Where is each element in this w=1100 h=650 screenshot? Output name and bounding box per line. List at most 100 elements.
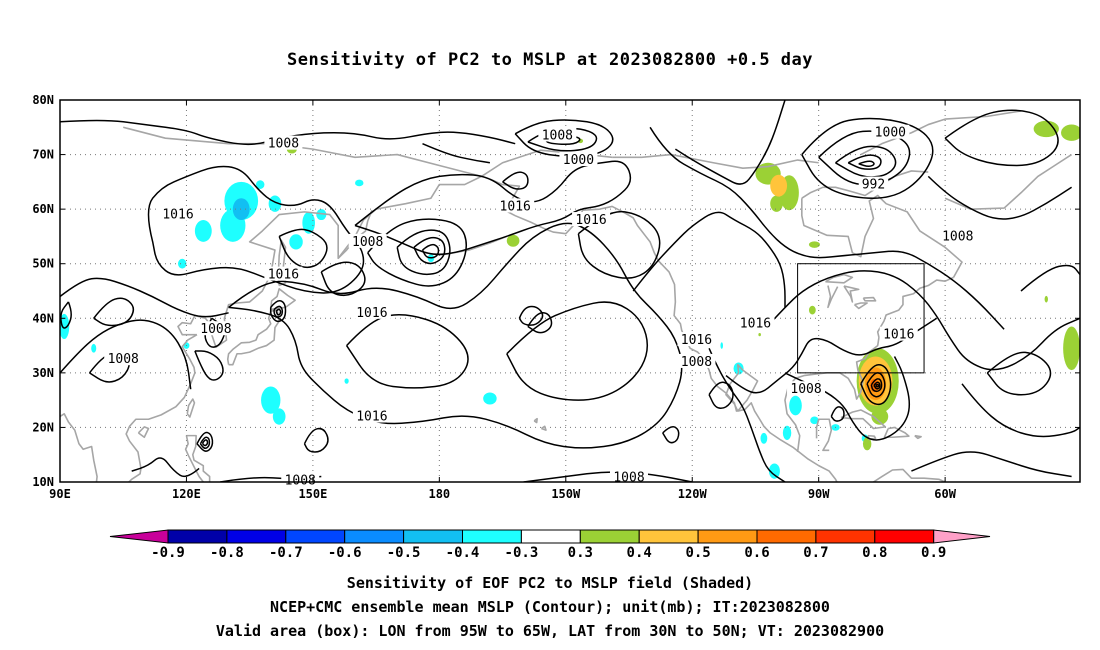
mslp-contour: [278, 228, 328, 269]
coastline-segment: [137, 426, 150, 439]
sensitivity-patch: [760, 432, 768, 444]
mslp-contour: [421, 243, 440, 259]
contour-label-bg: [104, 351, 143, 366]
mslp-contour: [303, 427, 329, 453]
coastline-segment: [533, 417, 538, 424]
sensitivity-patch: [272, 408, 286, 425]
contour-label-bg: [572, 212, 611, 227]
colorbar-label: 0.5: [685, 545, 710, 561]
colorbar-label: -0.8: [210, 545, 244, 561]
contour-label: 1016: [575, 213, 606, 228]
contour-label-bg: [938, 228, 977, 243]
contour-label: 1008: [285, 473, 316, 488]
coastline-segment: [883, 426, 910, 439]
contour-label-bg: [559, 152, 598, 167]
contour-label: 1008: [942, 229, 973, 244]
lat-tick-label: 40N: [32, 311, 54, 325]
mslp-contour: [847, 154, 882, 170]
mslp-contour: [708, 347, 786, 482]
colorbar: -0.9 -0.8 -0.7 -0.6 -0.5 -0.4 -0.3 0.3 0.4 0.5 0.6…: [109, 529, 991, 561]
contour-label-bg: [677, 332, 716, 347]
mslp-contour: [784, 356, 911, 441]
contour-label-bg: [159, 206, 198, 221]
mslp-contour: [518, 305, 544, 326]
mslp-contour: [830, 406, 845, 422]
coastline-segment: [862, 296, 877, 302]
lon-tick-label: 120W: [678, 487, 708, 501]
contour-label: 1008: [268, 137, 299, 152]
contour-label-bg: [352, 304, 391, 319]
mslp-contour: [396, 229, 451, 276]
colorbar-label: 0.9: [921, 545, 946, 561]
coastline-segment: [184, 434, 211, 482]
colorbar-label: 0.6: [744, 545, 769, 561]
sensitivity-patch: [1044, 295, 1048, 303]
lat-tick-label: 20N: [32, 420, 54, 434]
sensitivity-patch: [483, 392, 497, 405]
lon-tick-label: 150W: [551, 487, 581, 501]
coastline-segment: [815, 418, 833, 452]
lat-tick-label: 10N: [32, 475, 54, 489]
mslp-contour: [60, 319, 192, 390]
contour-label-bg: [858, 176, 889, 191]
contour-label: 1016: [740, 317, 771, 332]
colorbar-label: -0.6: [328, 545, 362, 561]
sensitivity-patch: [194, 220, 212, 242]
contour-label-bg: [871, 124, 910, 139]
colorbar-bin: [520, 529, 581, 544]
contour-label-bg: [736, 315, 775, 330]
mslp-contour: [506, 301, 649, 401]
contour-label: 1008: [613, 471, 644, 486]
lat-tick-label: 60N: [32, 202, 54, 216]
sensitivity-patch: [268, 195, 282, 212]
sensitivity-patch: [1033, 120, 1059, 138]
lat-tick-label: 30N: [32, 366, 54, 380]
coastline-segment: [612, 153, 819, 170]
caption-line-3: Valid area (box): LON from 95W to 65W, L…: [215, 622, 885, 640]
coastline-segment: [944, 153, 1073, 210]
mslp-contour: [944, 109, 1059, 167]
mslp-contour: [60, 301, 72, 329]
contour-label: 1016: [268, 268, 299, 283]
contour-label-bg: [348, 233, 387, 248]
lon-tick-label: 60W: [934, 487, 956, 501]
contour-label-bg: [610, 469, 649, 484]
colorbar-bin: [756, 529, 817, 544]
contour-label-bg: [496, 198, 535, 213]
colorbar-bin: [167, 529, 228, 544]
colorbar-label: 0.3: [568, 545, 593, 561]
mslp-contour: [632, 211, 786, 308]
colorbar-label: -0.9: [151, 545, 185, 561]
sensitivity-patch: [232, 198, 250, 221]
mslp-contour: [131, 457, 200, 478]
coastline-segment: [186, 398, 196, 418]
mslp-contour: [60, 119, 516, 146]
mslp-contour: [199, 436, 211, 449]
colorbar-label: -0.7: [269, 545, 303, 561]
mslp-contour: [527, 312, 553, 334]
sensitivity-patch: [316, 209, 327, 221]
coastline-segment: [825, 273, 854, 284]
mslp-contour: [273, 305, 284, 318]
contour-label: 1008: [200, 322, 231, 337]
mslp-contour: [674, 100, 786, 185]
mslp-contour: [523, 471, 693, 482]
coastline-segment: [840, 409, 887, 430]
colorbar-bin: [403, 529, 464, 544]
lat-tick-label: 70N: [32, 148, 54, 162]
contour-label: 1016: [681, 333, 712, 348]
mslp-contour: [269, 300, 287, 323]
sensitivity-patch: [506, 234, 520, 247]
mslp-contour: [196, 431, 214, 452]
sensitivity-patch: [758, 333, 761, 337]
mslp-contour: [708, 381, 734, 410]
mslp-contour: [858, 160, 875, 168]
contour-label: 1000: [563, 153, 594, 168]
coastline-segment: [269, 288, 296, 311]
sensitivity-patch: [808, 241, 820, 248]
sensitivity-patch: [344, 378, 349, 384]
sensitivity-patch: [770, 174, 788, 197]
lat-tick-label: 80N: [32, 93, 54, 107]
